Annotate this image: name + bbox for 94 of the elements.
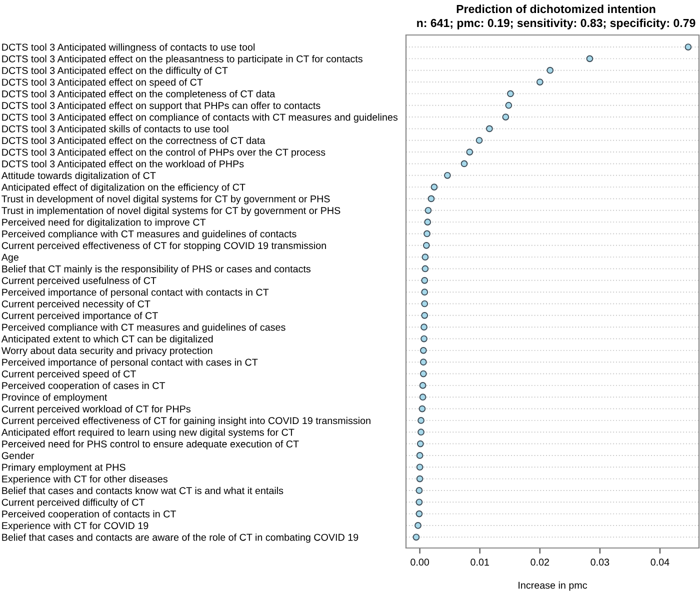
y-tick-label: DCTS tool 3 Anticipated effect on support that PHPs can offer to contacts — [2, 102, 320, 111]
point — [418, 428, 424, 436]
y-tick-label: Province of employment — [2, 394, 108, 403]
x-axis-title: Increase in pmc — [518, 582, 588, 591]
y-tick-label: Primary employment at PHS — [2, 464, 126, 473]
point — [419, 394, 426, 401]
y-tick-label: Current perceived usefulness of CT — [2, 276, 156, 286]
y-tick-label: Perceived need for digitalization to improve CT — [2, 218, 206, 228]
y-tick-label: DCTS tool 3 Anticipated effect on speed of CT — [2, 78, 203, 88]
y-tick-label: Trust in implementation of novel digital systems for CT by government or PHS — [2, 206, 340, 216]
y-tick-label: Perceived compliance with CT measures and guidelines of contacts — [2, 230, 296, 240]
y-tick-label: Experience with CT for COVID 19 — [2, 522, 148, 532]
y-tick-label: Gender — [2, 452, 34, 460]
y-tick-label: Perceived cooperation of cases in CT — [2, 382, 166, 392]
y-tick-label: Belief that cases and contacts know wat CT is and what it entails — [2, 486, 284, 494]
point — [416, 475, 424, 482]
y-tick-label: Current perceived workload of CT for PHPs — [2, 405, 190, 414]
y-tick-label: DCTS tool 3 Anticipated effect on the correctness of CT data — [2, 136, 266, 146]
point — [420, 347, 427, 354]
y-tick-label: Experience with CT for other diseases — [2, 475, 168, 484]
x-tick-label: 0.04 — [650, 558, 670, 566]
point — [420, 335, 428, 342]
point — [424, 230, 430, 238]
point — [416, 498, 423, 506]
point — [418, 417, 424, 424]
y-tick-label: Current perceived necessity of CT — [2, 300, 150, 310]
y-tick-label: Trust in development of novel digital systems for CT by government or PHS — [2, 195, 330, 204]
point — [419, 382, 426, 389]
y-tick-label: Perceived need for PHS control to ensure adequate execution of CT — [2, 440, 299, 450]
point — [422, 265, 429, 272]
point — [416, 452, 424, 459]
point — [536, 78, 544, 86]
y-tick-label: DCTS tool 3 Anticipated effect on the pleasantness to participate in CT for contacts — [2, 55, 362, 64]
y-tick-label: Current perceived effectiveness of CT for stopping COVID 19 transmission — [2, 242, 326, 252]
point — [418, 405, 426, 412]
y-tick-label: Current perceived effectiveness of CT for gaining insight into COVID 19 transmission — [2, 416, 370, 426]
y-tick-label: Perceived importance of personal contact with cases in CT — [2, 358, 258, 368]
x-tick-label: 0.01 — [470, 558, 489, 566]
point — [684, 44, 692, 50]
x-tick-label: 0.00 — [410, 558, 430, 566]
y-tick-label: Perceived cooperation of contacts in CT — [2, 510, 176, 520]
point — [466, 148, 474, 156]
chart-subtitle: n: 641; pmc: 0.19; sensitivity: 0.83; specificity: 0.79 — [417, 18, 696, 30]
point — [507, 90, 514, 98]
point — [476, 136, 483, 144]
y-tick-label: Anticipated effort required to learn using new digital systems for CT — [1, 428, 294, 438]
y-tick-label: DCTS tool 3 Anticipated skills of contacts to use tool — [2, 125, 228, 134]
y-tick-label: Attitude towards digitalization of CT — [1, 172, 156, 182]
point — [546, 66, 554, 74]
y-tick-label: DCTS tool 3 Anticipated willingness of contacts to use tool — [2, 43, 255, 53]
y-tick-label: Current perceived importance of CT — [2, 312, 158, 322]
point — [505, 102, 512, 109]
y-tick-label: DCTS tool 3 Anticipated effect on the difficulty of CT — [2, 66, 228, 76]
point — [416, 440, 424, 448]
y-tick-label: Perceived importance of personal contact with contacts in CT — [2, 288, 269, 298]
y-tick-label: DCTS tool 3 Anticipated effect on the control of PHPs over the CT process — [2, 148, 326, 158]
x-tick-label: 0.03 — [590, 558, 610, 566]
point — [444, 172, 451, 179]
y-tick-label: Anticipated effect of digitalization on the efficiency of CT — [1, 183, 246, 193]
point — [420, 358, 427, 366]
point — [430, 184, 438, 190]
point — [420, 324, 428, 331]
y-tick-label: Anticipated extent to which CT can be digitalized — [1, 335, 213, 344]
point — [416, 464, 424, 471]
x-tick-label: 0.02 — [530, 558, 549, 566]
point — [416, 510, 423, 518]
y-tick-label: Worry about data security and privacy protection — [1, 346, 212, 356]
point — [422, 254, 429, 261]
y-tick-label: DCTS tool 3 Anticipated effect on the workload of PHPs — [2, 160, 244, 170]
point — [420, 370, 427, 378]
y-tick-label: Age — [1, 254, 18, 263]
y-tick-label: DCTS tool 3 Anticipated effect on the completeness of CT data — [2, 90, 276, 100]
point — [486, 125, 493, 132]
point — [421, 312, 428, 319]
point — [428, 195, 435, 202]
point — [502, 114, 510, 120]
y-tick-label: DCTS tool 3 Anticipated effect on compliance of contacts with CT measures and guidelines — [2, 113, 398, 123]
point — [421, 276, 428, 284]
point — [586, 55, 594, 62]
point — [421, 288, 428, 296]
point — [421, 300, 428, 308]
point — [460, 160, 468, 168]
point — [424, 206, 432, 214]
point — [424, 218, 432, 226]
y-tick-label: Current perceived difficulty of CT — [2, 498, 145, 508]
point — [422, 242, 430, 249]
point — [416, 487, 423, 494]
y-tick-label: Belief that CT mainly is the responsibility of PHS or cases and contacts — [2, 265, 311, 274]
y-tick-label: Perceived compliance with CT measures and guidelines of cases — [2, 324, 286, 333]
point — [414, 522, 422, 529]
point — [412, 534, 420, 541]
y-tick-label: Belief that cases and contacts are aware of the role of CT in combating COVID 19 — [2, 534, 358, 543]
y-tick-label: Current perceived speed of CT — [2, 370, 136, 380]
chart-title: Prediction of dichotomized intention — [456, 4, 656, 14]
